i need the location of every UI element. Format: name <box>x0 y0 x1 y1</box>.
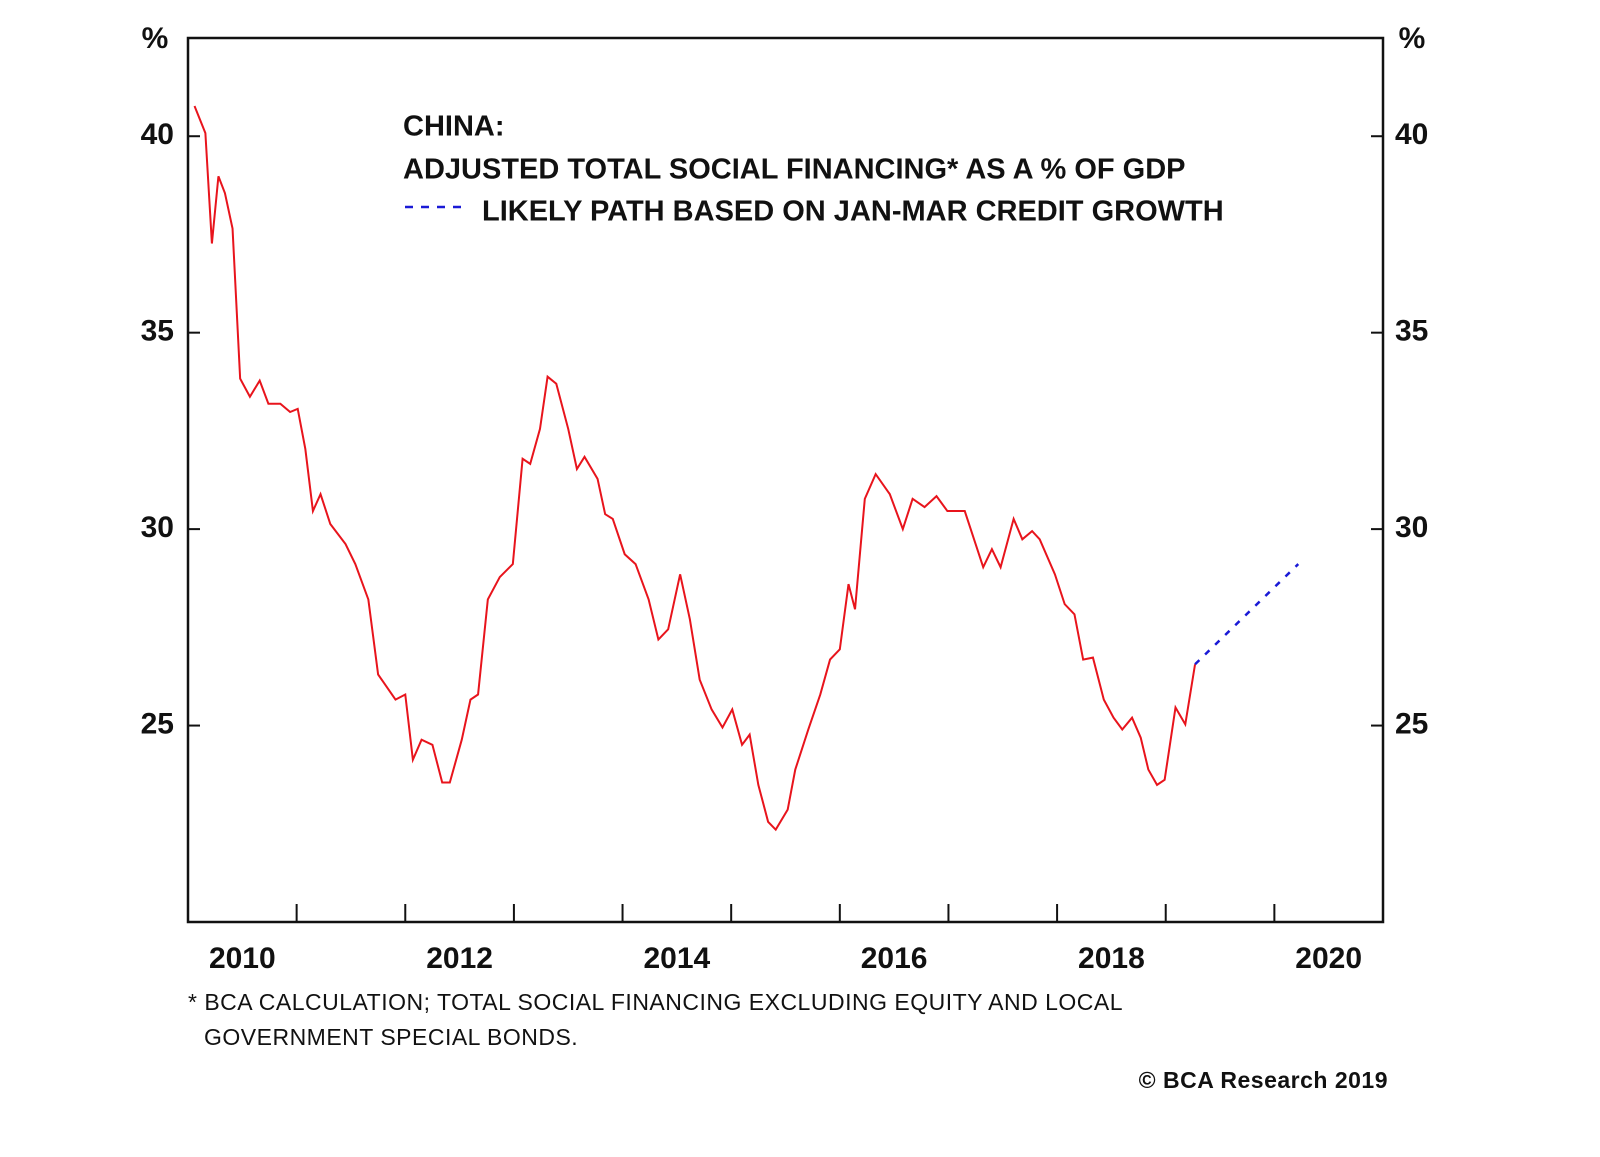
y-unit: % <box>142 22 169 55</box>
y2-tick-label: 30 <box>1395 511 1428 544</box>
x-tick-label: 2014 <box>643 942 710 975</box>
x-tick-label: 2018 <box>1078 942 1145 975</box>
plot-frame <box>186 36 1385 924</box>
y-tick-label: 40 <box>141 118 174 151</box>
y-tick-label: 30 <box>141 511 174 544</box>
x-tick-label: 2012 <box>426 942 493 975</box>
y2-tick-label: 35 <box>1395 315 1428 348</box>
footnote: GOVERNMENT SPECIAL BONDS. <box>204 1024 578 1050</box>
y-tick-label: 25 <box>141 707 174 740</box>
y2-tick-label: 40 <box>1395 118 1428 151</box>
title-line: ADJUSTED TOTAL SOCIAL FINANCING* AS A % … <box>403 154 1186 186</box>
legend-label: LIKELY PATH BASED ON JAN-MAR CREDIT GROW… <box>482 196 1224 228</box>
footnote: * BCA CALCULATION; TOTAL SOCIAL FINANCIN… <box>188 989 1123 1015</box>
series-line <box>193 105 1197 832</box>
y2-unit: % <box>1399 22 1426 55</box>
y2-tick-label: 25 <box>1395 707 1428 740</box>
title-line: CHINA: <box>403 111 505 143</box>
credit: © BCA Research 2019 <box>1139 1067 1388 1093</box>
x-tick-label: 2020 <box>1295 942 1362 975</box>
y-tick-label: 35 <box>141 315 174 348</box>
series-line <box>1194 563 1300 666</box>
x-tick-label: 2010 <box>209 942 276 975</box>
x-tick-label: 2016 <box>861 942 928 975</box>
